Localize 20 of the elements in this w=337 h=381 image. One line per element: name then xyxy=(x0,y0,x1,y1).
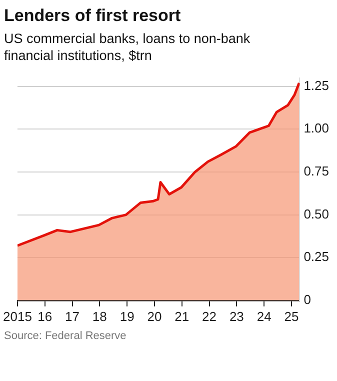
y-tick-label: 1.25 xyxy=(304,78,330,93)
y-tick-label: 0.25 xyxy=(304,249,330,264)
x-tick-label: 23 xyxy=(229,308,244,324)
chart-subtitle: US commercial banks, loans to non-bank financial institutions, $trn xyxy=(4,30,252,64)
y-tick-label: 1.00 xyxy=(304,120,330,136)
x-tick-label: 25 xyxy=(284,308,299,324)
x-tick-label: 21 xyxy=(174,308,190,324)
chart-title: Lenders of first resort xyxy=(4,6,182,26)
x-tick-label: 16 xyxy=(38,308,52,324)
y-tick-label: 0.50 xyxy=(304,206,330,222)
x-tick-label: 24 xyxy=(256,308,272,324)
x-tick-label: 17 xyxy=(65,308,80,324)
x-tick-label: 22 xyxy=(202,308,217,324)
y-tick-label: 0 xyxy=(304,292,311,307)
source-note: Source: Federal Reserve xyxy=(4,330,128,342)
x-tick-label: 19 xyxy=(120,308,134,324)
x-tick-label: 18 xyxy=(92,308,107,324)
x-tick-label: 2015 xyxy=(3,308,32,324)
x-tick-label: 20 xyxy=(147,308,162,324)
y-tick-label: 0.75 xyxy=(304,164,330,179)
